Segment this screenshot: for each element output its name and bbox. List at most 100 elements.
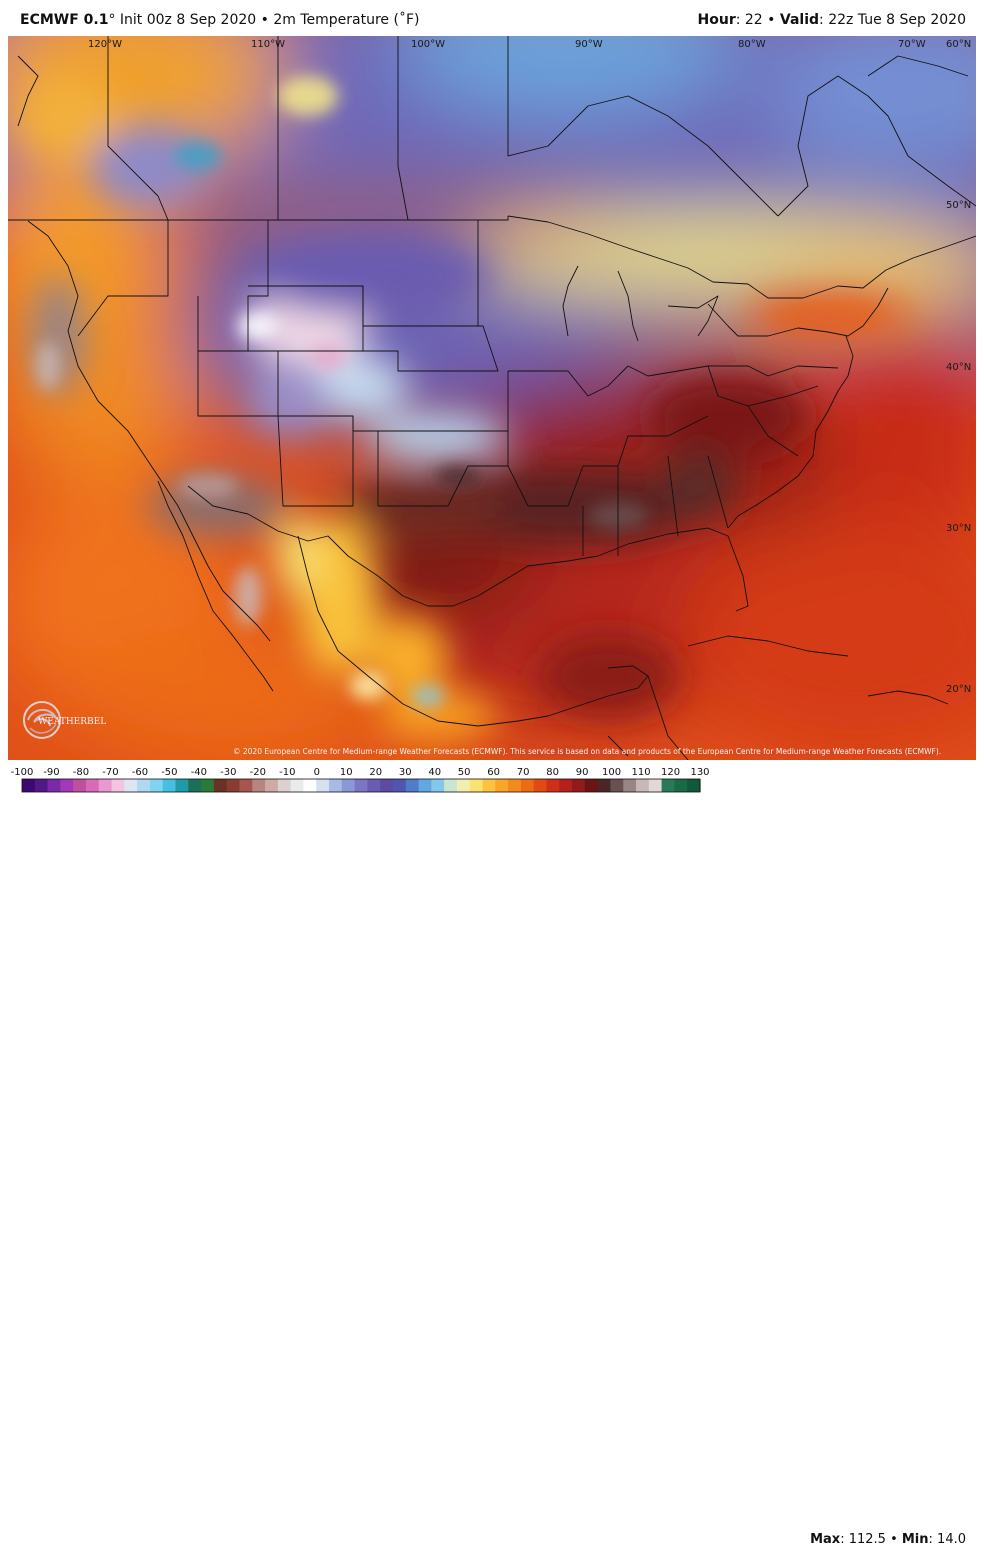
valid-value: : 22z Tue 8 Sep 2020 [819, 12, 966, 28]
colorbar-swatch [482, 779, 496, 792]
ecmwf-credit: © 2020 European Centre for Medium-range … [233, 747, 942, 756]
lon-label-90w: 90°W [575, 39, 603, 50]
min-value: : 14.0 [928, 1532, 966, 1547]
colorbar-tick-label: 10 [340, 767, 353, 778]
temperature-texture [36, 76, 648, 706]
colorbar-swatch [111, 779, 125, 792]
colorbar-tick-label: 110 [631, 767, 650, 778]
map-canvas: 120°W 110°W 100°W 90°W 80°W 70°W 60°N 50… [8, 36, 976, 760]
colorbar-tick-label: -70 [102, 767, 118, 778]
colorbar-tick-label: 30 [399, 767, 412, 778]
degree-mark: ° [108, 12, 116, 28]
latitude-labels: 50°N 40°N 30°N 20°N [946, 200, 971, 695]
colorbar-swatch [572, 779, 586, 792]
colorbar-swatch [559, 779, 573, 792]
colorbar-tick-label: -100 [11, 767, 34, 778]
colorbar-swatch [316, 779, 330, 792]
colorbar-frame [21, 778, 701, 793]
colorbar-swatch [252, 779, 266, 792]
colorbar-swatch [354, 779, 368, 792]
colorbar-tick-label: 130 [690, 767, 709, 778]
colorbar-tick-label: 90 [576, 767, 589, 778]
colorbar-swatch [636, 779, 650, 792]
colorbar-tick-label: -20 [250, 767, 266, 778]
max-value: : 112.5 [840, 1532, 886, 1547]
logo-wordmark: WEATHERBELL [38, 717, 106, 727]
map-header: ECMWF 0.1° Init 00z 8 Sep 2020 • 2m Temp… [0, 0, 984, 36]
max-label: Max [810, 1532, 841, 1547]
colorbar-swatch [380, 779, 394, 792]
colorbar-tick-label: 20 [369, 767, 382, 778]
colorbar-swatch [47, 779, 61, 792]
longitude-labels: 120°W 110°W 100°W 90°W 80°W 70°W 60°N [88, 39, 971, 50]
colorbar-tick-label: 40 [428, 767, 441, 778]
map-title: ECMWF 0.1° Init 00z 8 Sep 2020 • 2m Temp… [20, 12, 419, 28]
colorbar-swatch [392, 779, 407, 792]
colorbar-swatch [34, 779, 49, 792]
min-label: Min [901, 1532, 929, 1547]
colorbar-swatch [137, 779, 151, 792]
colorbar-swatch [546, 779, 560, 792]
temperature-map[interactable]: 120°W 110°W 100°W 90°W 80°W 70°W 60°N 50… [8, 36, 976, 760]
lon-label-120w: 120°W [88, 39, 122, 50]
colorbar-swatch [341, 779, 356, 792]
colorbar-swatch [149, 779, 164, 792]
colorbar-swatch [687, 779, 701, 792]
forecast-time: Hour: 22 • Valid: 22z Tue 8 Sep 2020 [698, 12, 966, 28]
colorbar-swatch [265, 779, 279, 792]
colorbar-swatches [22, 779, 701, 792]
colorbar-tick-label: -90 [43, 767, 59, 778]
colorbar-swatch [623, 779, 637, 792]
weatherbell-swirl-icon: WEATHERBELL [23, 701, 112, 739]
lat-label-30n: 30°N [946, 523, 971, 534]
colorbar-tick-label: 60 [487, 767, 500, 778]
colorbar-tick-label: 80 [546, 767, 559, 778]
colorbar-swatch [610, 779, 624, 792]
colorbar-swatch [674, 779, 688, 792]
init-time: Init 00z 8 Sep 2020 [119, 12, 257, 28]
lat-label-40n: 40°N [946, 362, 971, 373]
colorbar-swatch [329, 779, 343, 792]
colorbar-tick-label: -50 [161, 767, 177, 778]
colorbar-swatch [277, 779, 292, 792]
colorbar-tick-label: 100 [602, 767, 621, 778]
colorbar-tick-labels: -100 -90 -80 -70 -60 -50 -40 -30 -20 -10 0 10 20 30 40… [11, 767, 710, 778]
colorbar-swatch [597, 779, 612, 792]
colorbar-swatch [188, 779, 202, 792]
colorbar-swatch [661, 779, 676, 792]
colorbar-swatch [226, 779, 241, 792]
colorbar-swatch [456, 779, 471, 792]
colorbar-swatch [495, 779, 509, 792]
colorbar-swatch [418, 779, 432, 792]
max-min-readout: Max: 112.5 • Min: 14.0 [810, 1532, 966, 1547]
colorbar-swatch [303, 779, 317, 792]
colorbar-swatch [431, 779, 445, 792]
colorbar-swatch [239, 779, 253, 792]
colorbar-tick-label: -60 [132, 767, 148, 778]
lat-label-20n: 20°N [946, 684, 971, 695]
colorbar-swatch [124, 779, 138, 792]
colorbar-swatch [98, 779, 113, 792]
lon-label-70w: 70°W [898, 39, 926, 50]
max-min-separator: • [890, 1532, 898, 1547]
colorbar-swatch [444, 779, 458, 792]
colorbar-swatch [533, 779, 548, 792]
colorbar-tick-label: -80 [73, 767, 89, 778]
colorbar-tick-label: 0 [314, 767, 320, 778]
colorbar-swatch [290, 779, 305, 792]
lat-label-50n: 50°N [946, 200, 971, 211]
colorbar-tick-label: 120 [661, 767, 680, 778]
colorbar-tick-label: -40 [191, 767, 207, 778]
temperature-colorbar: -100 -90 -80 -70 -60 -50 -40 -30 -20 -10 0 10 20 30 40… [0, 760, 984, 1547]
colorbar-graphic: -100 -90 -80 -70 -60 -50 -40 -30 -20 -10 0 10 20 30 40… [11, 767, 710, 793]
title-separator: • [260, 12, 269, 28]
colorbar-tick-label: 50 [458, 767, 471, 778]
model-name: ECMWF 0.1 [20, 12, 109, 28]
colorbar-swatch [162, 779, 177, 792]
product-name: 2m Temperature (˚F) [273, 12, 420, 28]
colorbar-swatch [405, 779, 420, 792]
lat-label-60n: 60°N [946, 39, 971, 50]
colorbar-swatch [584, 779, 599, 792]
colorbar-swatch [85, 779, 100, 792]
colorbar-tick-label: -30 [220, 767, 236, 778]
